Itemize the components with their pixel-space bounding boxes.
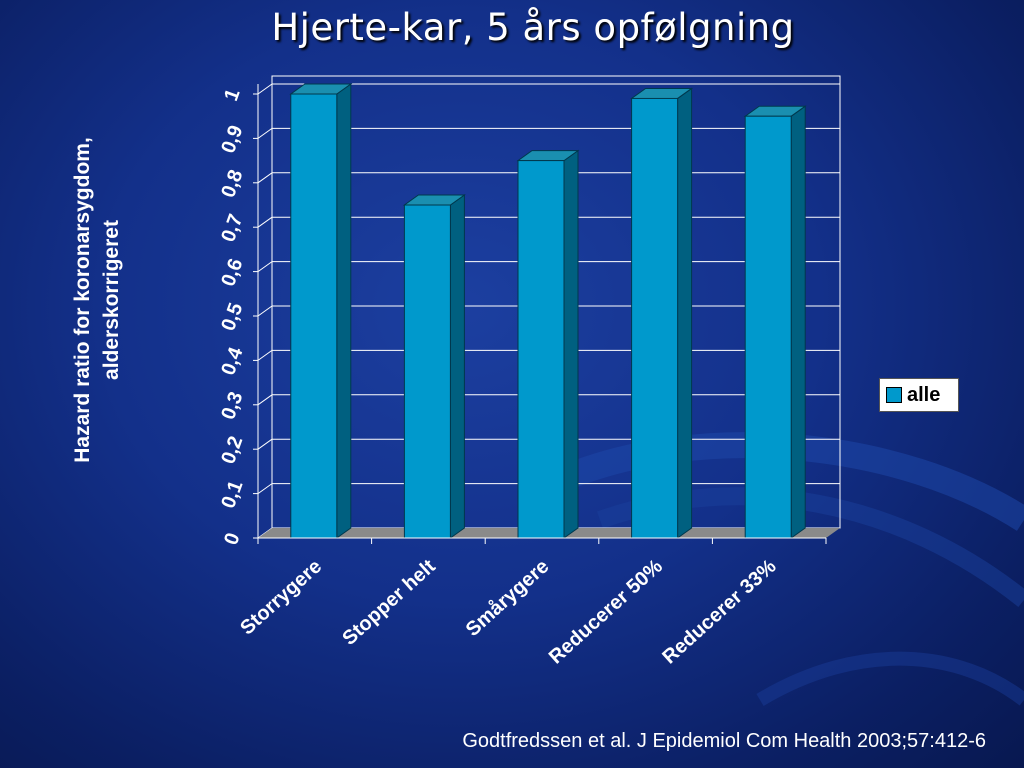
citation: Godtfredssen et al. J Epidemiol Com Heal… (462, 730, 986, 752)
y-axis-label: Hazard ratio for koronarsygdom, aldersko… (68, 137, 126, 463)
y-axis-label-line-1: Hazard ratio for koronarsygdom, (71, 137, 94, 463)
bar-front (744, 115, 792, 539)
y-tick-label: 0,1 (217, 478, 247, 512)
y-tick-label: 0,2 (217, 433, 247, 467)
bar-reducerer-33- (743, 105, 807, 539)
y-tick-label: 0,6 (217, 256, 247, 290)
y-tick-label: 0,9 (217, 123, 247, 157)
axes (253, 84, 827, 544)
y-tick-label: 0,4 (217, 344, 247, 378)
x-category-labels: Storrygere Stopper helt SmårygereReducerer… (236, 555, 780, 669)
y-tick-label: 1 (220, 86, 244, 104)
bar-smårygere (516, 149, 580, 539)
gridline-connector (257, 172, 273, 184)
y-tick-label: 0 (220, 530, 244, 548)
bar-side (449, 194, 465, 539)
bar-front (517, 160, 565, 539)
y-tick-label: 0,3 (217, 389, 247, 423)
bar-side (677, 87, 693, 539)
gridline-connector (257, 483, 273, 495)
gridline-connector (257, 261, 273, 273)
bar-front (403, 204, 451, 539)
gridline-connector (257, 438, 273, 450)
y-tick-label: 0,7 (217, 211, 247, 245)
gridline-connector (257, 216, 273, 228)
x-category-label: Stopper helt (338, 555, 440, 650)
y-tick-label: 0,5 (217, 300, 247, 334)
x-category-label: Smårygere (461, 555, 553, 641)
legend-swatch-alle (886, 387, 902, 403)
gridline-connector (257, 305, 273, 317)
bar-stopper-helt (402, 194, 466, 539)
x-category-label: Reducerer 50% (545, 555, 667, 668)
legend-label-alle: alle (907, 383, 941, 406)
bar-front (290, 93, 338, 539)
x-category-label: Storrygere (236, 555, 326, 639)
y-axis-label-line-2: alderskorrigeret (100, 220, 123, 380)
legend: alle (879, 378, 959, 412)
bars (289, 83, 807, 539)
gridline-connector (257, 127, 273, 139)
bar-reducerer-50- (630, 87, 694, 539)
gridline-connector (257, 83, 273, 95)
y-tick-label: 0,8 (217, 167, 247, 201)
gridline-connector (257, 394, 273, 406)
y-tick-labels: 0 0,1 0,2 0,3 0,4 0,5 0,6 0,7 0,8 0,9 1 (217, 86, 247, 548)
bar-front (631, 97, 679, 539)
bar-storrygere (289, 83, 353, 539)
gridline-connector (257, 349, 273, 361)
bar-side (336, 83, 352, 539)
slide-title: Hjerte-kar, 5 års opfølgning (271, 6, 795, 49)
bar-side (790, 105, 806, 539)
x-category-label: Reducerer 33% (658, 555, 780, 668)
bar-side (563, 149, 579, 539)
